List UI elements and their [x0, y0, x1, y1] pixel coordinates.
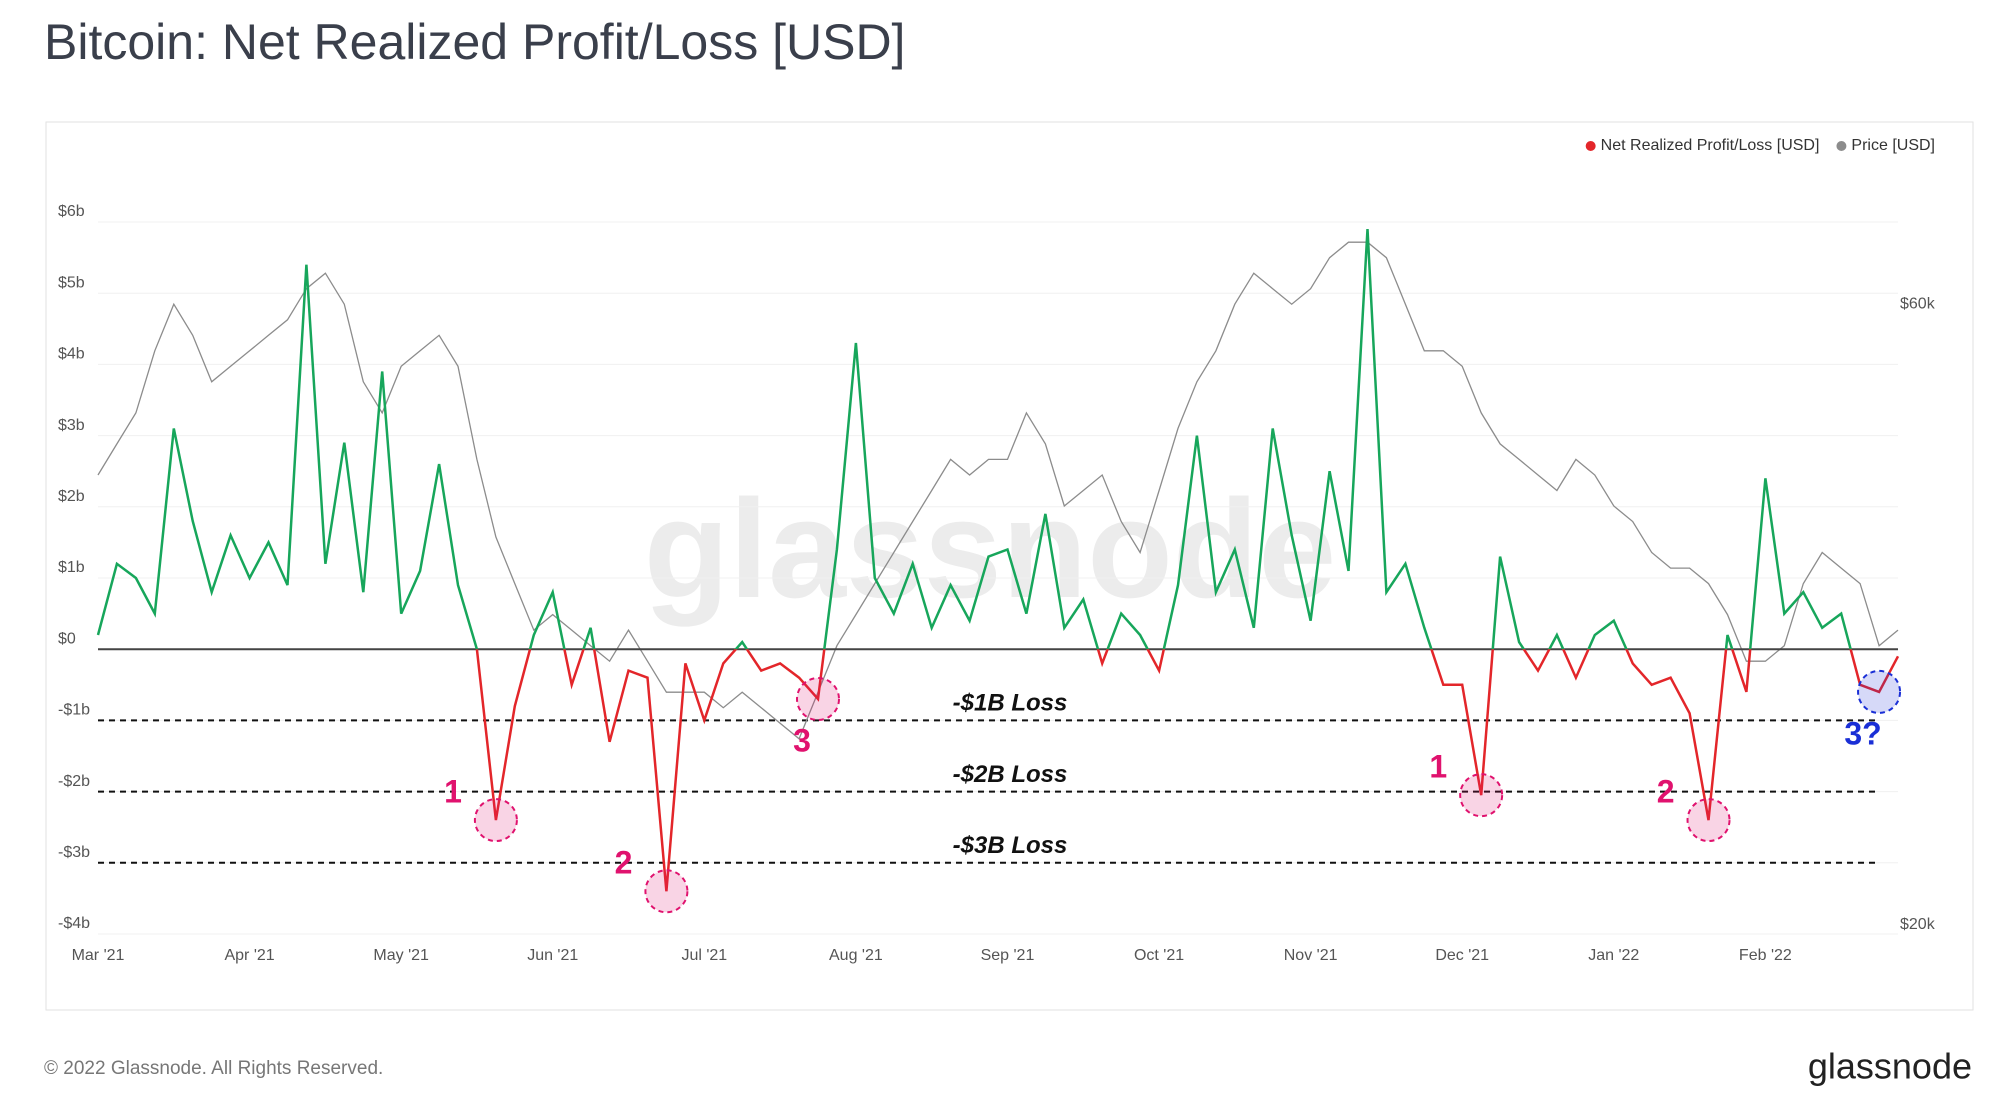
- marker-label: 3: [793, 722, 811, 758]
- x-tick-label: Sep '21: [981, 947, 1035, 964]
- marker-circle: [796, 677, 840, 722]
- watermark: glassnode: [644, 470, 1336, 627]
- x-tick-label: Mar '21: [72, 947, 125, 964]
- y-tick-label: $2b: [58, 488, 85, 505]
- x-tick-label: Jan '22: [1588, 947, 1639, 964]
- legend-label: Net Realized Profit/Loss [USD]: [1601, 137, 1820, 154]
- x-tick-label: Dec '21: [1435, 947, 1489, 964]
- legend-label: Price [USD]: [1851, 137, 1935, 154]
- y-tick-label: $1b: [58, 559, 85, 576]
- x-tick-label: May '21: [373, 947, 429, 964]
- y-tick-label: -$3b: [58, 844, 90, 861]
- y2-tick-label: $20k: [1900, 916, 1936, 933]
- price-line: [97, 241, 1899, 740]
- marker-circle: [1686, 798, 1731, 843]
- x-tick-label: Nov '21: [1284, 947, 1338, 964]
- y-tick-label: $6b: [58, 203, 85, 220]
- reference-label: -$3B Loss: [953, 832, 1068, 859]
- x-tick-label: Jul '21: [681, 947, 727, 964]
- line-positive: [96, 229, 1852, 650]
- y-tick-label: -$1b: [58, 702, 90, 719]
- marker-label: 2: [615, 845, 633, 881]
- legend-swatch: [1585, 141, 1596, 151]
- reference-label: -$2B Loss: [953, 761, 1068, 788]
- y-tick-label: $4b: [58, 346, 85, 363]
- marker-label: 1: [1429, 749, 1447, 785]
- x-tick-label: Aug '21: [829, 947, 883, 964]
- y-tick-label: -$2b: [58, 773, 90, 790]
- marker-circle: [473, 798, 518, 843]
- logo: glassnode: [1808, 1046, 1972, 1087]
- marker-circle: [644, 869, 689, 914]
- chart-title: Bitcoin: Net Realized Profit/Loss [USD]: [44, 14, 905, 70]
- chart-panel: [45, 121, 1974, 1011]
- legend-swatch: [1836, 141, 1847, 151]
- y-tick-label: -$4b: [58, 915, 90, 932]
- x-tick-label: Jun '21: [527, 947, 578, 964]
- footer: © 2022 Glassnode. All Rights Reserved.: [44, 1058, 383, 1079]
- y-tick-label: $3b: [58, 417, 85, 434]
- marker-label: 1: [444, 774, 462, 810]
- marker-label: 3?: [1844, 715, 1881, 751]
- marker-circle: [1857, 669, 1902, 714]
- x-tick-label: Feb '22: [1739, 947, 1792, 964]
- y-tick-label: $5b: [58, 274, 85, 291]
- reference-label: -$1B Loss: [953, 690, 1068, 717]
- marker-circle: [1459, 773, 1504, 818]
- x-tick-label: Oct '21: [1134, 947, 1184, 964]
- y-tick-label: $0: [58, 630, 76, 647]
- marker-label: 2: [1657, 774, 1675, 810]
- y2-tick-label: $60k: [1900, 295, 1936, 312]
- x-tick-label: Apr '21: [224, 947, 274, 964]
